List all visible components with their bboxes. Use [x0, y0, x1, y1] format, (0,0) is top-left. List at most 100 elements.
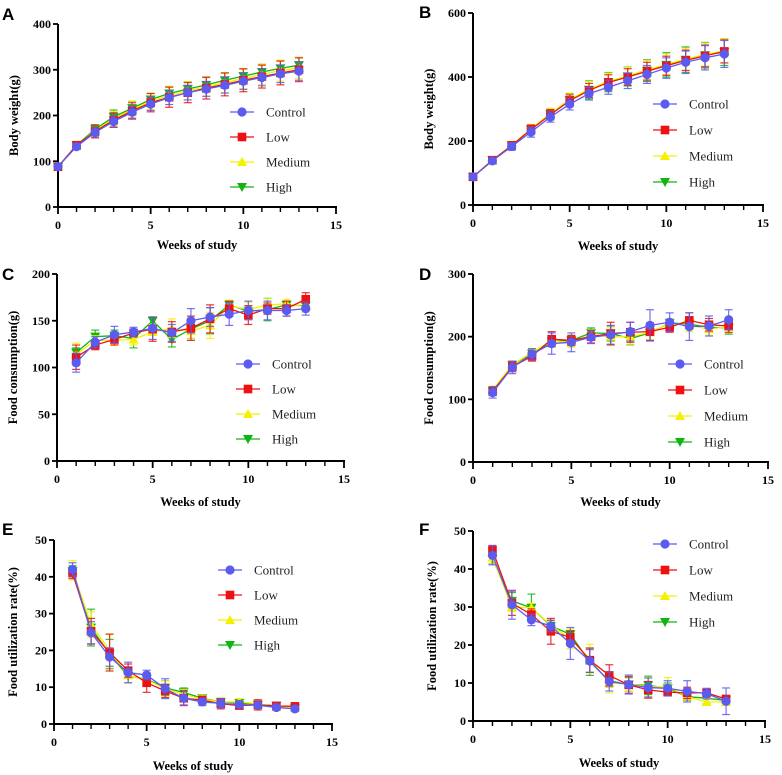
- legend-label: Control: [266, 105, 306, 120]
- x-tick-label: 0: [470, 216, 476, 230]
- data-point: [53, 162, 63, 172]
- x-tick-label: 10: [662, 732, 674, 746]
- data-point: [167, 328, 177, 338]
- legend: Control Low Medium High: [236, 357, 316, 447]
- data-point: [565, 99, 575, 109]
- x-tick-label: 15: [338, 472, 350, 486]
- y-tick-label: 50: [38, 407, 50, 421]
- x-tick-label: 5: [567, 216, 573, 230]
- data-point: [197, 697, 207, 707]
- data-point: [282, 305, 292, 316]
- y-tick-label: 0: [460, 198, 466, 212]
- y-tick-label: 100: [448, 392, 466, 406]
- data-point: [301, 303, 311, 314]
- x-tick-label: 15: [757, 216, 769, 230]
- y-tick-label: 300: [33, 63, 51, 77]
- legend-label: Low: [254, 588, 278, 603]
- y-tick-label: 400: [448, 70, 466, 84]
- legend-marker: [237, 132, 247, 142]
- legend-item: Medium: [218, 613, 298, 628]
- data-point: [90, 127, 100, 138]
- legend-item: High: [218, 638, 281, 653]
- data-point: [507, 141, 517, 152]
- panel-letter: F: [419, 520, 429, 539]
- legend-marker: [243, 409, 253, 418]
- series-control: [53, 61, 304, 172]
- data-point: [625, 327, 635, 337]
- data-point: [547, 338, 557, 349]
- data-point: [123, 667, 133, 678]
- legend-marker: [243, 384, 253, 394]
- legend-label: High: [266, 180, 293, 195]
- legend-label: Medium: [254, 613, 298, 628]
- legend-item: Medium: [668, 409, 748, 424]
- y-tick-label: 0: [460, 714, 466, 728]
- data-point: [603, 82, 613, 92]
- data-point: [164, 93, 174, 103]
- y-tick-label: 400: [33, 17, 51, 31]
- data-point: [86, 628, 96, 638]
- data-point: [681, 57, 691, 67]
- y-tick-label: 200: [448, 330, 466, 344]
- y-tick-label: 100: [32, 361, 50, 375]
- legend-marker: [660, 151, 670, 160]
- data-point: [643, 682, 653, 693]
- data-point: [71, 358, 81, 368]
- y-tick-label: 20: [454, 638, 466, 652]
- legend-item: Medium: [236, 407, 316, 422]
- data-point: [487, 550, 498, 560]
- series-control: [488, 309, 734, 399]
- data-point: [701, 697, 712, 706]
- legend-label: Low: [689, 123, 713, 138]
- data-point: [142, 670, 152, 680]
- data-point: [179, 693, 189, 703]
- data-point: [682, 686, 692, 696]
- data-point: [90, 337, 100, 347]
- y-tick-label: 30: [454, 600, 466, 614]
- y-axis-title: Food consumption(g): [422, 311, 436, 425]
- data-point: [301, 294, 311, 304]
- legend-item: High: [668, 435, 731, 450]
- data-point: [606, 330, 616, 340]
- legend-label: Medium: [704, 409, 748, 424]
- legend-label: High: [272, 432, 299, 447]
- x-axis-title: Weeks of study: [153, 759, 234, 773]
- legend-marker: [237, 157, 247, 166]
- legend-item: Low: [668, 383, 728, 398]
- legend-item: High: [653, 615, 716, 630]
- legend-label: Low: [704, 383, 728, 398]
- legend-item: Control: [218, 563, 294, 578]
- data-point: [624, 679, 634, 690]
- data-point: [128, 334, 139, 344]
- legend: Control Low Medium High: [218, 563, 298, 653]
- legend-marker: [225, 565, 235, 575]
- legend-marker: [225, 615, 235, 624]
- data-point: [128, 327, 139, 337]
- data-point: [488, 387, 498, 398]
- legend-item: Low: [236, 382, 296, 397]
- data-point: [146, 99, 156, 109]
- legend-item: Control: [236, 357, 312, 372]
- data-point: [216, 698, 226, 708]
- legend-item: High: [653, 175, 716, 190]
- data-point: [565, 638, 575, 649]
- data-point: [721, 696, 731, 706]
- legend-item: Medium: [653, 589, 733, 604]
- y-tick-label: 20: [35, 643, 47, 657]
- data-point: [526, 615, 537, 625]
- legend-item: High: [230, 180, 293, 195]
- legend: Control Low Medium High: [230, 105, 310, 195]
- x-tick-label: 5: [150, 472, 156, 486]
- series-line: [57, 67, 300, 168]
- legend-label: Low: [689, 563, 713, 578]
- panel-letter: A: [2, 5, 14, 24]
- x-tick-label: 0: [55, 218, 61, 232]
- x-tick-label: 10: [237, 218, 249, 232]
- legend-label: Control: [254, 563, 294, 578]
- x-tick-label: 15: [762, 473, 774, 487]
- data-point: [290, 704, 300, 714]
- legend-marker: [225, 641, 235, 650]
- y-tick-label: 150: [32, 314, 50, 328]
- legend-item: Medium: [230, 155, 310, 170]
- legend-marker: [225, 590, 235, 600]
